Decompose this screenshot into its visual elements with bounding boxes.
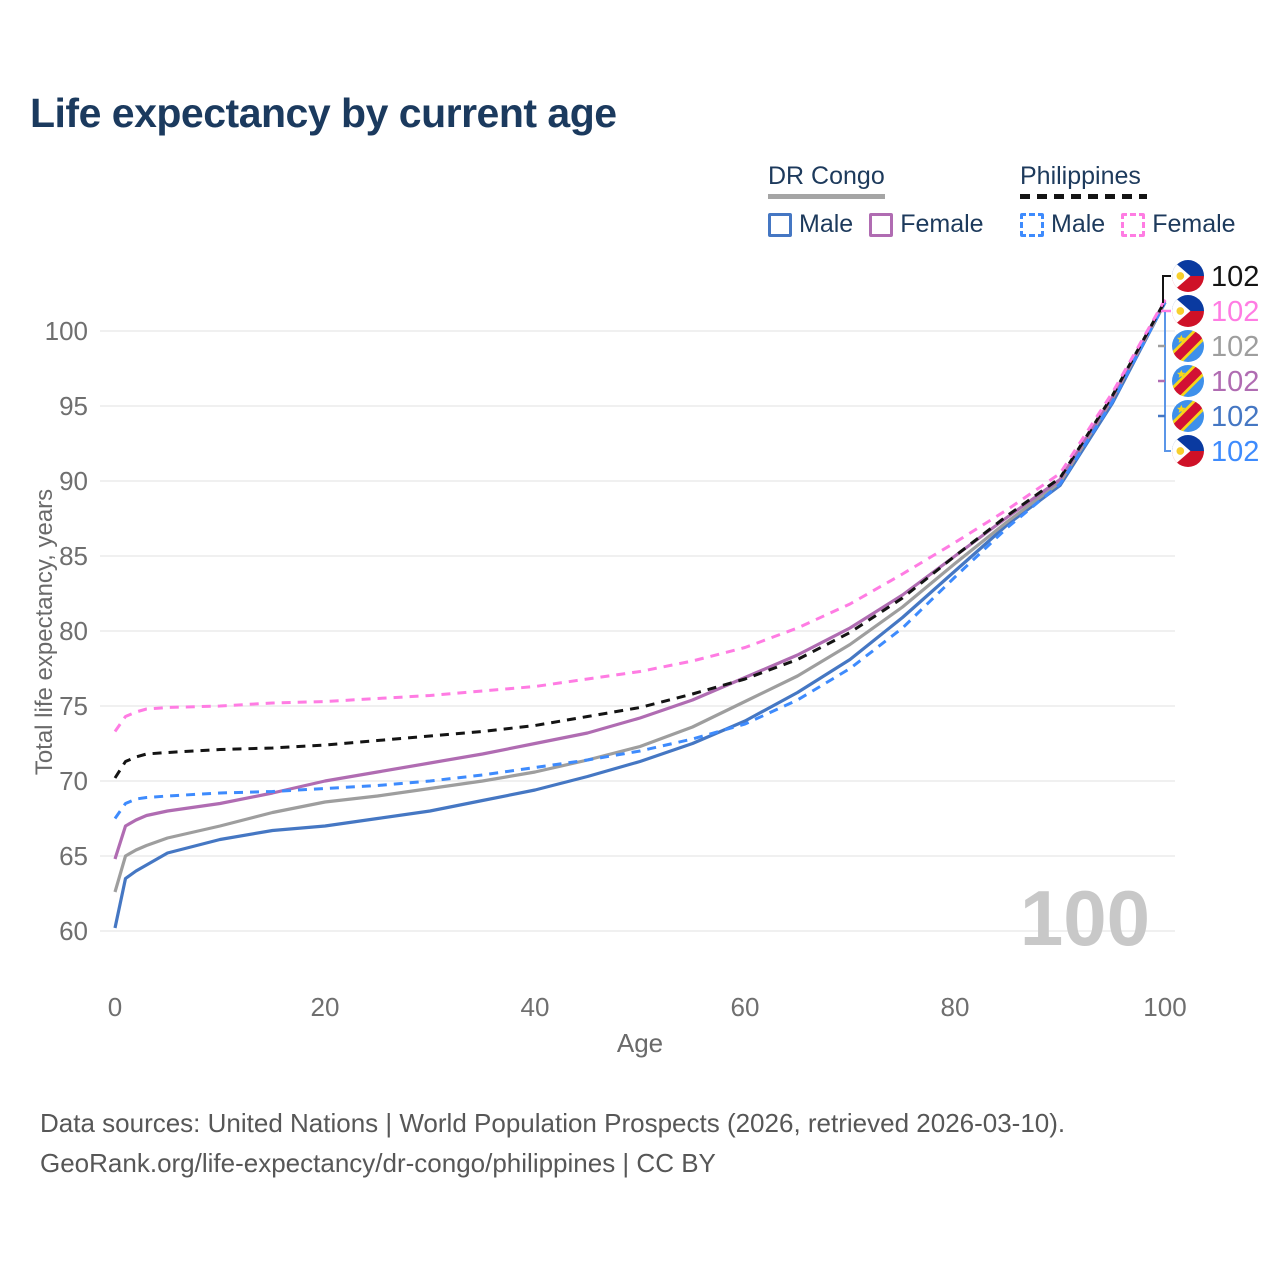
philippines-flag-icon [1172,260,1204,292]
star-shape [1177,404,1186,413]
x-axis-title: Age [616,1028,664,1058]
series-line-drc-total [113,301,1167,893]
star-shape [1177,334,1186,343]
legend-header-philippines: Philippines [1020,162,1141,190]
y-axis-title: Total life expectancy, years [31,488,58,776]
star-shape [1177,369,1186,378]
end-label-ph-total: 102 [1172,260,1259,293]
x-tick-label: 20 [311,992,340,1022]
series-line-ph-male [113,301,1167,820]
y-tick-label: 80 [59,616,88,646]
legend-item-label: Female [1152,210,1236,238]
end-label-ph-female: 102 [1172,295,1259,328]
y-tick-label: 95 [59,391,88,421]
end-label-value-drc-male: 102 [1211,401,1259,433]
series-line-drc-male [113,301,1167,929]
y-tick-label: 100 [45,316,88,346]
end-label-ph-male: 102 [1172,435,1259,468]
series-line-ph-total [113,300,1167,779]
ph-male-swatch-icon [1020,212,1044,237]
y-tick-label: 75 [59,691,88,721]
leader-line-ph-male [1164,312,1171,452]
end-label-value-ph-female: 102 [1211,296,1259,328]
y-tick-label: 60 [59,916,88,946]
end-label-value-ph-male: 102 [1211,436,1259,468]
series-line-ph-female [113,298,1167,733]
legend-item-ph-female[interactable]: Female [1121,210,1236,239]
y-tick-label: 65 [59,841,88,871]
x-tick-label: 0 [108,992,122,1022]
end-label-drc-total: 102 [1172,330,1259,363]
legend-underline-philippines [1020,194,1147,199]
dr-congo-flag-icon [1172,400,1204,432]
legend-item-drc-female[interactable]: Female [869,210,984,239]
page-title: Life expectancy by current age [30,90,617,136]
dr-congo-flag-icon [1172,330,1204,362]
philippines-flag-icon [1172,295,1204,327]
dr-congo-flag-icon [1172,365,1204,397]
end-label-value-ph-total: 102 [1211,261,1259,293]
legend-group-dr-congo: DR Congo Male Female [768,162,984,239]
end-label-drc-male: 102 [1172,400,1259,433]
legend-header-dr-congo: DR Congo [768,162,885,190]
drc-female-swatch-icon [869,212,894,237]
series-line-drc-female [113,300,1167,860]
drc-male-swatch-icon [768,212,792,237]
end-label-value-drc-female: 102 [1211,366,1259,398]
watermark-current-age: 100 [1020,874,1150,962]
end-label-drc-female: 102 [1172,365,1259,398]
data-sources-note: Data sources: United Nations | World Pop… [40,1108,1066,1138]
y-tick-label: 90 [59,466,88,496]
ph-female-swatch-icon [1121,212,1146,237]
legend-item-ph-male[interactable]: Male [1020,210,1105,239]
x-tick-label: 60 [731,992,760,1022]
legend-items-philippines: Male Female [1020,210,1236,239]
x-tick-label: 100 [1143,992,1186,1022]
attribution-note: GeoRank.org/life-expectancy/dr-congo/phi… [40,1148,716,1178]
leader-line-ph-total [1162,275,1171,303]
legend-item-drc-male[interactable]: Male [768,210,853,239]
legend-item-label: Male [1051,210,1106,238]
y-tick-label: 70 [59,766,88,796]
y-tick-label: 85 [59,541,88,571]
philippines-flag-icon [1172,435,1204,467]
legend-items-dr-congo: Male Female [768,210,984,239]
legend-underline-dr-congo [768,194,885,199]
end-label-value-drc-total: 102 [1211,331,1259,363]
legend-item-label: Male [799,210,854,238]
x-tick-label: 80 [941,992,970,1022]
legend-group-philippines: Philippines Male Female [1020,162,1236,239]
x-tick-label: 40 [521,992,550,1022]
legend-item-label: Female [900,210,984,238]
